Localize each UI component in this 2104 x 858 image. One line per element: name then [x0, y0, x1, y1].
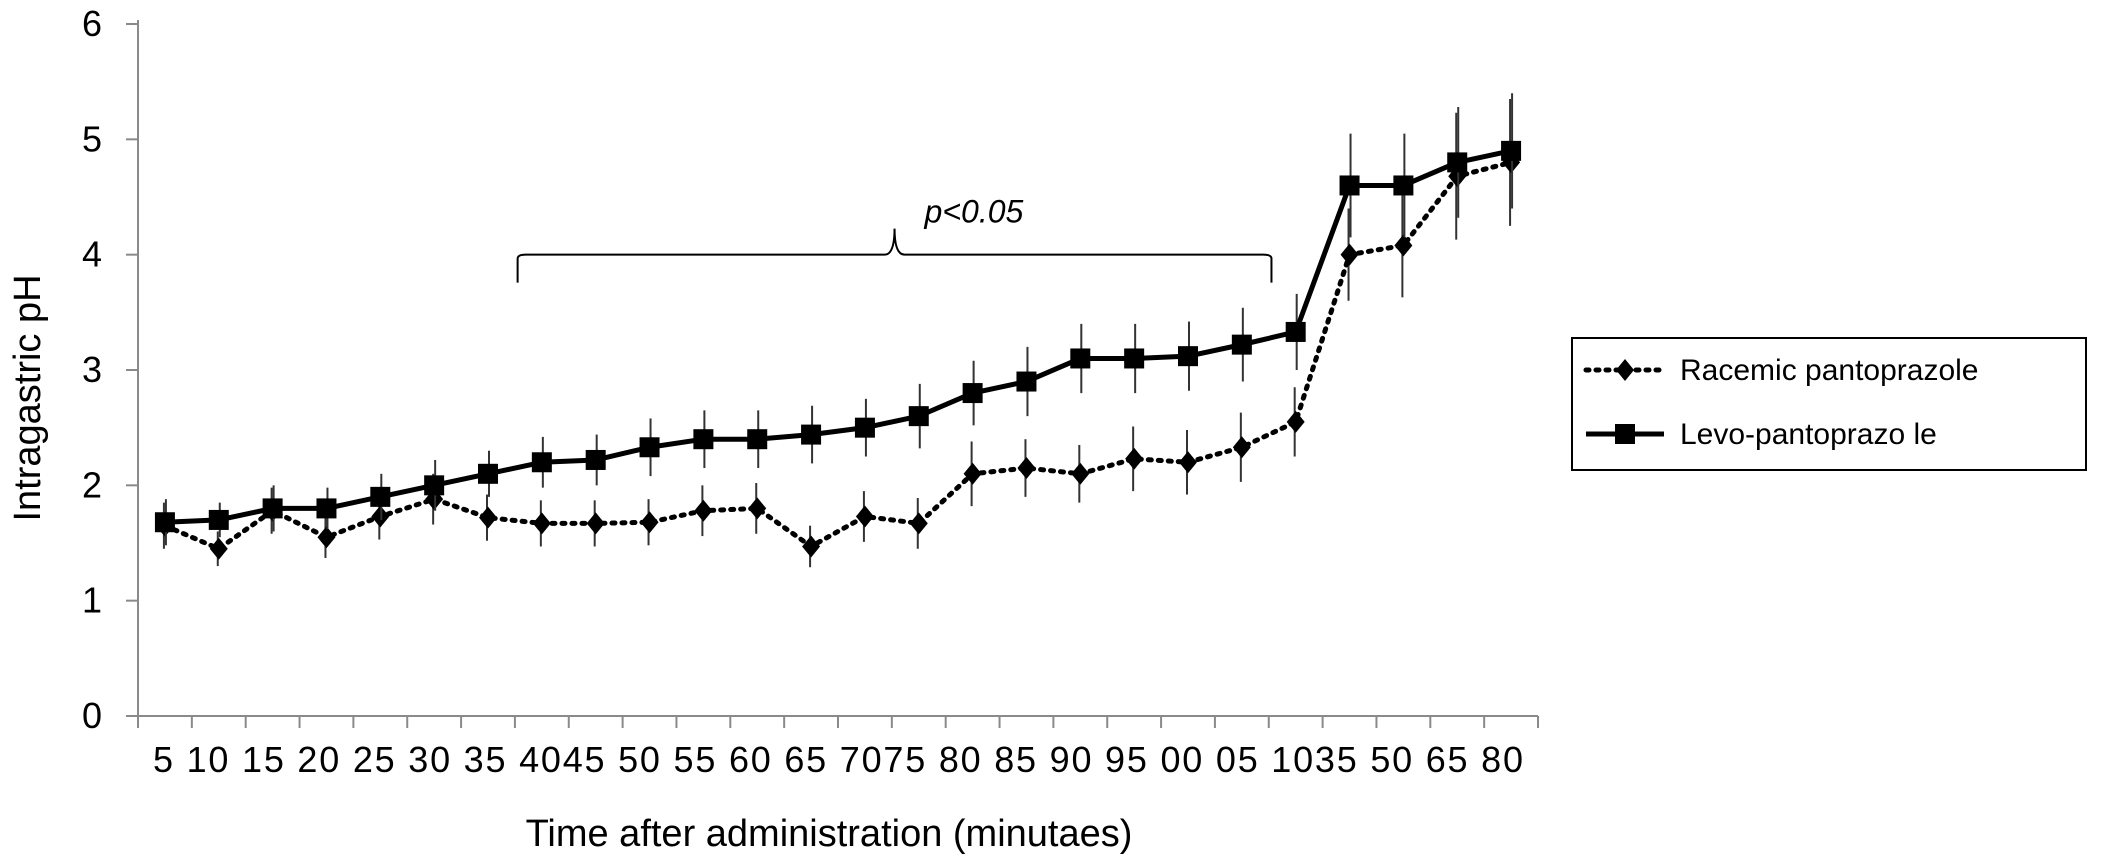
- data-point: [478, 463, 498, 484]
- data-point: [1178, 346, 1198, 367]
- data-point: [693, 429, 714, 450]
- data-point: [748, 497, 767, 520]
- data-point: [262, 498, 283, 519]
- data-point: [1124, 348, 1145, 369]
- significance-bracket: [516, 228, 1273, 283]
- data-point: [802, 535, 821, 558]
- data-point: [962, 383, 983, 404]
- y-axis-title: Intragastric pH: [7, 274, 49, 521]
- data-point: [316, 498, 337, 519]
- data-point: [639, 437, 660, 458]
- series-racemic: [155, 98, 1521, 568]
- data-point: [531, 452, 552, 473]
- data-point: [908, 406, 929, 427]
- series-line: [162, 159, 1514, 552]
- data-point: [1286, 410, 1305, 433]
- legend-swatch-marker: [1615, 424, 1635, 444]
- data-point: [532, 512, 551, 535]
- y-tick-label: 5: [82, 118, 102, 159]
- data-point: [208, 509, 229, 530]
- data-point: [317, 526, 336, 549]
- data-point: [424, 475, 445, 496]
- legend-label: Levo-pantoprazo le: [1680, 418, 1937, 451]
- data-point: [1394, 234, 1413, 257]
- data-point: [694, 499, 713, 522]
- data-point: [854, 417, 875, 438]
- data-point: [1071, 462, 1090, 485]
- legend-swatch-marker: [1616, 359, 1634, 381]
- data-point: [209, 537, 228, 560]
- data-point: [1447, 152, 1468, 173]
- data-point: [747, 429, 768, 450]
- data-point: [1125, 447, 1144, 470]
- series-line: [164, 148, 1512, 525]
- data-point: [640, 511, 659, 534]
- data-point: [1501, 140, 1522, 161]
- data-point: [1285, 321, 1306, 342]
- y-tick-label: 1: [82, 580, 102, 621]
- legend-box: [1571, 337, 2087, 471]
- data-point: [585, 449, 606, 470]
- legend: Racemic pantoprazole Levo-pantoprazo le: [1571, 337, 2087, 471]
- data-point: [1340, 243, 1359, 266]
- data-point: [1017, 457, 1036, 480]
- data-point: [909, 512, 928, 535]
- x-axis-title: Time after administration (minutaes): [526, 813, 1133, 855]
- data-point: [479, 506, 497, 529]
- data-point: [1339, 175, 1360, 196]
- y-tick-label: 3: [82, 349, 102, 390]
- data-point: [1070, 348, 1091, 369]
- y-tick-label: 4: [82, 234, 102, 275]
- y-tick-label: 0: [82, 695, 102, 736]
- data-point: [1016, 371, 1037, 392]
- annotations: p<0.05: [516, 194, 1273, 283]
- data-point: [1393, 175, 1414, 196]
- y-tick-label: 6: [82, 3, 102, 44]
- series-levo: [154, 93, 1522, 546]
- data-point: [855, 505, 874, 528]
- series-layer: [154, 93, 1522, 568]
- y-tick-label: 2: [82, 464, 102, 505]
- data-point: [801, 424, 822, 445]
- legend-label: Racemic pantoprazole: [1680, 354, 1979, 387]
- data-point: [963, 462, 982, 485]
- data-point: [1232, 436, 1251, 459]
- data-point: [1179, 451, 1197, 474]
- x-tick-labels: 5 10 15 20 25 30 35 4045 50 55 60 65 707…: [153, 739, 1523, 780]
- data-point: [1231, 334, 1252, 355]
- data-point: [370, 486, 391, 507]
- axes: 0 1 2 3 4 5 6 5 10 15 20 25 30 35 4045 50 55 60…: [82, 3, 1539, 780]
- data-point: [154, 512, 175, 533]
- significance-label: p<0.05: [924, 194, 1024, 230]
- data-point: [586, 512, 605, 535]
